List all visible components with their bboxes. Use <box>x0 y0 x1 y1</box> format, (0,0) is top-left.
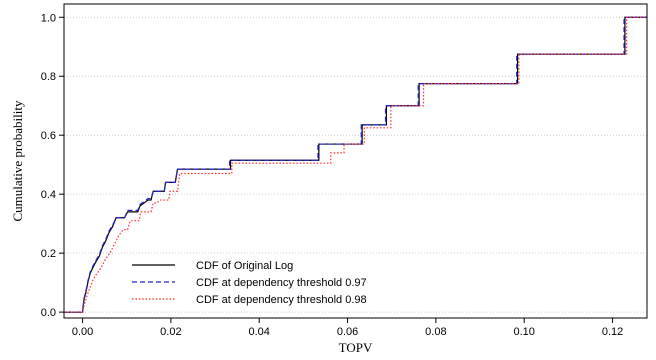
plot-frame <box>63 3 648 319</box>
y-axis-title: Cumulative probability <box>10 100 25 221</box>
series-line-2 <box>64 16 647 313</box>
legend-label-3: CDF at dependency threshold 0.98 <box>196 294 367 306</box>
x-tick-label: 0.00 <box>72 326 93 338</box>
series-lines <box>64 16 647 313</box>
y-tick-label: 0.4 <box>41 189 56 201</box>
legend: CDF of Original Log CDF at dependency thr… <box>132 260 367 306</box>
x-axis-title: TOPV <box>339 340 373 355</box>
x-axis-ticks: 0.00 0.02 0.04 0.06 0.08 0.10 0.12 <box>72 318 623 338</box>
legend-label-2: CDF at dependency threshold 0.97 <box>196 277 367 289</box>
y-tick-label: 0.0 <box>41 307 56 319</box>
y-axis-ticks: 0.0 0.2 0.4 0.6 0.8 1.0 <box>41 12 64 319</box>
y-tick-label: 0.8 <box>41 71 56 83</box>
x-tick-label: 0.02 <box>160 326 181 338</box>
x-tick-label: 0.12 <box>602 326 623 338</box>
series-line-1 <box>64 16 647 313</box>
grid <box>64 16 647 313</box>
series-line-3 <box>64 16 647 313</box>
x-tick-label: 0.04 <box>249 326 270 338</box>
x-tick-label: 0.06 <box>337 326 358 338</box>
y-tick-label: 1.0 <box>41 12 56 24</box>
x-tick-label: 0.08 <box>425 326 446 338</box>
legend-label-1: CDF of Original Log <box>196 260 293 272</box>
y-tick-label: 0.2 <box>41 248 56 260</box>
y-tick-label: 0.6 <box>41 130 56 142</box>
x-tick-label: 0.10 <box>514 326 535 338</box>
